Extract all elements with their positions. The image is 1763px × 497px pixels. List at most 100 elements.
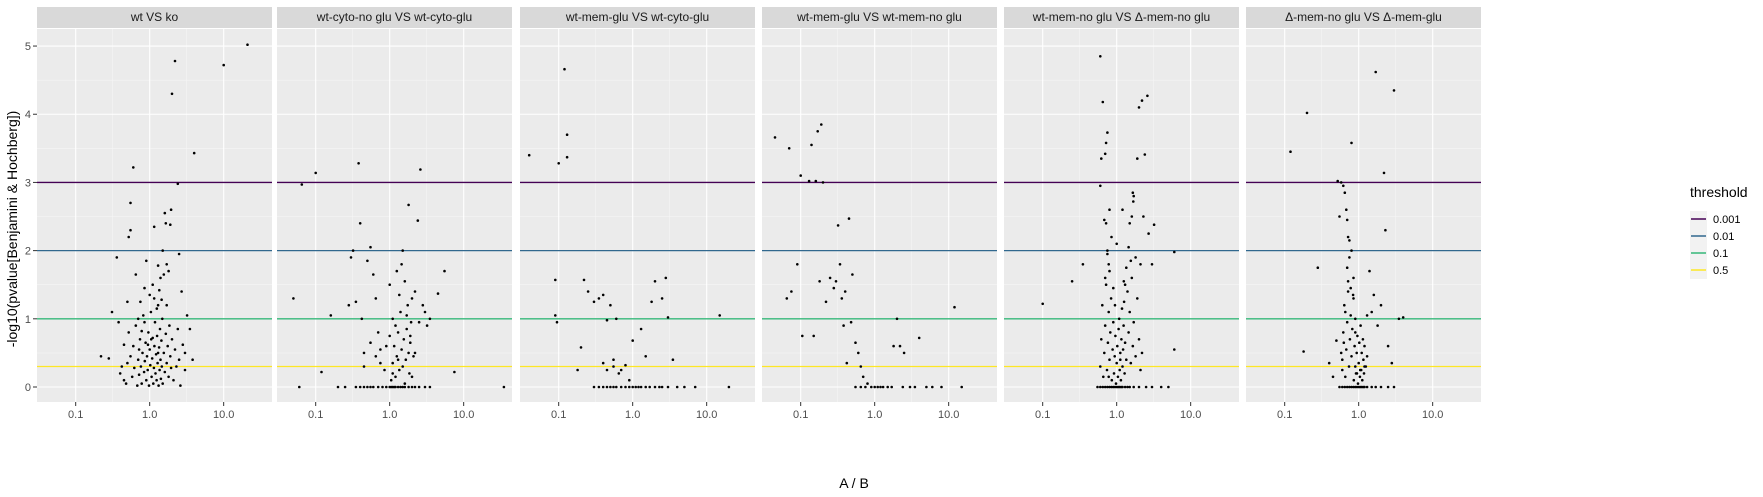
data-points (99, 43, 249, 387)
data-point (859, 385, 863, 389)
facet-strip (1246, 7, 1481, 28)
data-point (1101, 303, 1104, 307)
data-point (410, 297, 414, 300)
data-point (727, 385, 731, 389)
data-point (1338, 215, 1341, 218)
panel-background (762, 29, 997, 402)
data-point (624, 363, 627, 367)
data-point (381, 385, 384, 389)
data-point (859, 365, 863, 368)
data-point (1144, 385, 1148, 389)
data-point (847, 217, 851, 220)
data-point (409, 334, 412, 338)
data-point (1115, 361, 1118, 365)
data-point (876, 385, 879, 389)
data-point (1342, 341, 1346, 345)
facet-panel: Δ-mem-no glu VS Δ-mem-glu 0.1 1.0 10.0 (1246, 7, 1481, 421)
data-point (644, 385, 647, 389)
data-point (1346, 235, 1350, 239)
y-tick-label: 3 (25, 177, 31, 189)
data-point (1147, 232, 1150, 235)
data-point (1350, 249, 1353, 252)
data-point (821, 181, 825, 184)
data-point (814, 179, 818, 183)
data-point (179, 384, 182, 387)
facet-strip (277, 7, 512, 28)
legend-entry: 0.5 (1690, 262, 1728, 279)
data-point (423, 310, 427, 314)
data-point (843, 290, 847, 293)
x-tick-label: 1.0 (1109, 409, 1124, 421)
data-point (605, 318, 609, 322)
data-point (158, 327, 162, 331)
data-point (1376, 324, 1379, 327)
data-point (857, 351, 860, 355)
data-point (666, 385, 670, 389)
data-point (145, 259, 148, 263)
data-point (1348, 256, 1351, 259)
data-point (1348, 239, 1351, 242)
data-point (1357, 361, 1360, 365)
x-tick-label: 10.0 (1180, 409, 1201, 421)
data-point (1152, 223, 1156, 226)
data-point (849, 320, 853, 324)
data-point (1113, 303, 1117, 307)
data-point (188, 327, 192, 331)
data-point (162, 273, 166, 276)
data-point (155, 378, 158, 382)
data-point (1123, 283, 1127, 287)
data-point (925, 385, 928, 389)
data-point (394, 375, 397, 379)
data-point (369, 341, 372, 345)
data-point (417, 320, 421, 324)
data-point (597, 297, 601, 300)
data-point (403, 385, 407, 389)
data-point (1361, 338, 1365, 341)
data-point (1364, 365, 1368, 368)
data-point (617, 372, 621, 375)
data-point (1374, 70, 1377, 74)
data-point (1358, 368, 1362, 372)
data-point (648, 385, 651, 389)
data-point (1132, 385, 1135, 389)
data-point (1359, 324, 1362, 327)
data-point (1108, 385, 1111, 389)
data-point (1344, 310, 1347, 314)
data-point (366, 385, 369, 389)
panel-background (1004, 29, 1239, 402)
data-point (160, 298, 163, 302)
facet-title: wt-cyto-no glu VS wt-cyto-glu (316, 10, 472, 24)
data-point (1109, 297, 1113, 300)
data-point (824, 300, 828, 304)
data-point (360, 317, 364, 321)
data-point (173, 348, 177, 351)
x-tick-label: 10.0 (453, 409, 474, 421)
data-point (1122, 280, 1126, 283)
legend-label: 0.5 (1713, 265, 1728, 277)
data-point (886, 385, 889, 389)
data-point (388, 283, 392, 287)
data-point (1103, 385, 1107, 389)
data-point (143, 359, 147, 363)
data-point (366, 259, 369, 263)
data-point (139, 300, 142, 304)
data-point (169, 208, 173, 211)
x-tick-label: 1.0 (625, 409, 640, 421)
data-point (358, 385, 362, 389)
data-point (389, 378, 393, 382)
data-points (773, 123, 963, 389)
x-tick-label: 0.1 (793, 409, 808, 421)
data-point (167, 269, 170, 273)
data-point (142, 370, 146, 374)
data-point (1110, 378, 1114, 382)
data-point (628, 378, 631, 382)
data-point (403, 280, 407, 283)
data-point (913, 385, 917, 389)
data-point (292, 297, 295, 300)
data-point (842, 324, 845, 327)
data-point (300, 183, 304, 186)
data-point (191, 358, 194, 362)
data-point (683, 385, 686, 389)
data-point (1386, 385, 1390, 389)
data-point (1316, 266, 1320, 270)
